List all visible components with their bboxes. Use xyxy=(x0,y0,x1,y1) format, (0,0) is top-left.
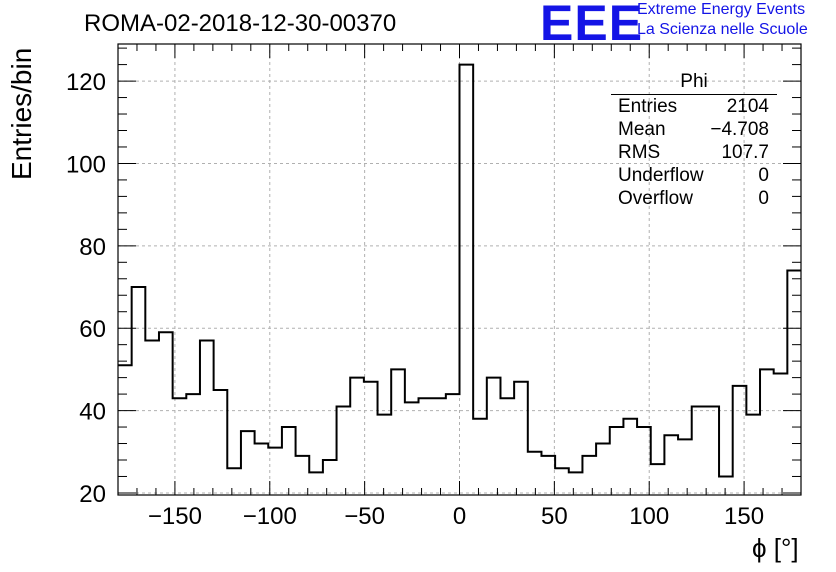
histogram-bin xyxy=(664,435,678,495)
histogram-bin xyxy=(350,378,364,495)
plot-frame xyxy=(117,43,802,496)
y-tick-label: 120 xyxy=(66,69,106,96)
chart-title: ROMA-02-2018-12-30-00370 xyxy=(84,10,397,37)
histogram-bin xyxy=(760,369,774,495)
stats-row-overflow: Overflow 0 xyxy=(611,187,777,210)
histogram-bin xyxy=(118,365,132,495)
stats-value: 2104 xyxy=(726,96,769,117)
histogram-bin xyxy=(159,332,173,495)
histogram-bin xyxy=(787,271,801,495)
histogram-bin xyxy=(145,341,159,495)
stats-box: Phi Entries 2104 Mean −4.708 RMS 107.7 U… xyxy=(611,72,777,210)
histogram-bin xyxy=(186,394,200,495)
stats-label: Underflow xyxy=(618,165,704,186)
stats-row-entries: Entries 2104 xyxy=(611,95,777,118)
histogram-bin xyxy=(241,431,255,495)
histogram-bin xyxy=(405,402,419,495)
histogram-bin xyxy=(227,468,241,495)
x-tick-label: −50 xyxy=(344,503,385,530)
histogram-bin xyxy=(323,460,337,495)
histogram-bin xyxy=(528,452,542,495)
histogram-bin xyxy=(678,439,692,495)
histogram-bin xyxy=(582,456,596,495)
y-axis-label: Entries/bin xyxy=(6,47,37,180)
histogram-bin xyxy=(487,378,501,495)
histogram-bin xyxy=(282,427,296,495)
x-tick-label: 100 xyxy=(629,503,669,530)
x-tick-label: −150 xyxy=(148,503,202,530)
histogram-bin xyxy=(268,448,282,495)
histogram-bin xyxy=(364,382,378,495)
histogram-bin xyxy=(541,456,555,495)
histogram-bin xyxy=(610,427,624,495)
stats-value: 0 xyxy=(758,188,769,209)
histogram-bin xyxy=(746,415,760,495)
histogram-bin xyxy=(514,382,528,495)
stats-row-rms: RMS 107.7 xyxy=(611,141,777,164)
histogram-bin xyxy=(705,406,719,495)
histogram-outline xyxy=(118,63,801,478)
stats-row-underflow: Underflow 0 xyxy=(611,164,777,187)
x-tick-label: 0 xyxy=(453,503,466,530)
histogram-bin xyxy=(200,341,214,495)
histogram-bin xyxy=(596,444,610,495)
y-axis-label-wrap: Entries/bin xyxy=(6,48,37,190)
stats-row-mean: Mean −4.708 xyxy=(611,118,777,141)
histogram-bin xyxy=(255,444,269,495)
histogram-bin xyxy=(214,390,228,495)
histogram-bin xyxy=(337,406,351,495)
eee-logo: EEE xyxy=(540,0,644,51)
y-tick-label: 20 xyxy=(79,481,106,508)
histogram-bin xyxy=(569,472,583,495)
histogram-bin xyxy=(378,415,392,495)
logo-line-2: La Scienza nelle Scuole xyxy=(637,21,808,38)
histogram-bin xyxy=(473,419,487,495)
stats-label: Mean xyxy=(618,119,666,140)
histogram-bin xyxy=(692,406,706,495)
stats-label: Entries xyxy=(618,96,678,117)
stats-value: −4.708 xyxy=(710,119,769,140)
histogram-bin xyxy=(296,456,310,495)
histogram-bin xyxy=(419,398,433,495)
stats-value: 0 xyxy=(758,165,769,186)
histogram-bin xyxy=(432,398,446,495)
histogram-bin xyxy=(500,398,514,495)
histogram-bin xyxy=(446,394,460,495)
stats-label: Overflow xyxy=(618,188,693,209)
histogram-bin xyxy=(651,464,665,495)
y-tick-label: 80 xyxy=(79,234,106,261)
x-tick-label: −100 xyxy=(243,503,297,530)
histogram-bin xyxy=(637,427,651,495)
histogram-bin xyxy=(460,65,474,495)
stats-label: RMS xyxy=(618,142,661,163)
logo-line-1: Extreme Energy Events xyxy=(637,1,806,18)
histogram-bin xyxy=(132,287,146,495)
y-tick-label: 100 xyxy=(66,151,106,178)
histogram-bin xyxy=(774,373,788,495)
histogram-bin xyxy=(555,468,569,495)
x-tick-label: 50 xyxy=(541,503,568,530)
stats-title: Phi xyxy=(611,72,777,95)
x-tick-label: 150 xyxy=(724,503,764,530)
stats-value: 107.7 xyxy=(721,142,769,163)
histogram-bin xyxy=(391,369,405,495)
y-tick-label: 40 xyxy=(79,399,106,426)
x-axis-label: ϕ [°] xyxy=(752,533,799,563)
histogram-bin xyxy=(719,476,733,495)
histogram-bin xyxy=(309,472,323,495)
histogram-bin xyxy=(623,419,637,495)
y-tick-label: 60 xyxy=(79,316,106,343)
